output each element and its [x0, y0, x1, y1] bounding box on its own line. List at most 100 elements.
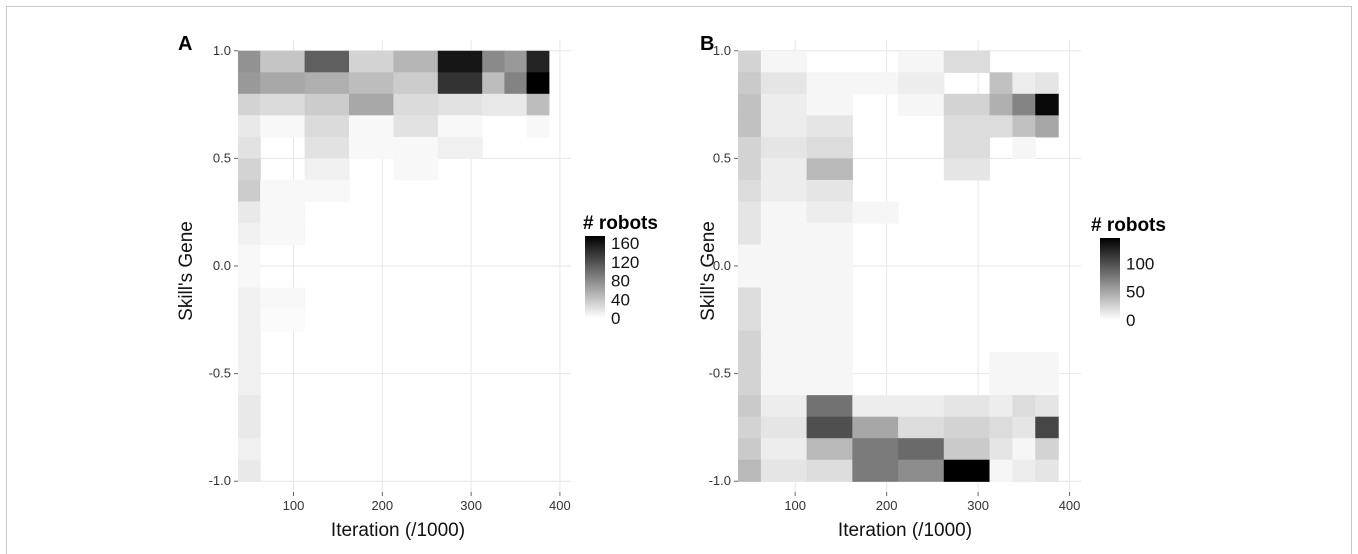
legend-tick-label: 100 — [1126, 254, 1154, 273]
heatmap-cell — [760, 266, 808, 289]
heatmap-cell — [1012, 93, 1036, 116]
heatmap-cell — [852, 201, 899, 224]
heatmap-cell — [504, 93, 528, 116]
y-tick-label: 0.5 — [713, 150, 731, 165]
legend-tick-label: 0 — [1126, 311, 1135, 330]
heatmap-cell — [760, 330, 808, 353]
heatmap-cell — [238, 244, 261, 267]
heatmap-cell — [349, 136, 394, 159]
heatmap-cell — [760, 72, 808, 95]
x-tick-label: 300 — [460, 498, 482, 513]
heatmap-cell — [526, 72, 550, 95]
heatmap-cell — [989, 115, 1013, 138]
heatmap-cell — [238, 201, 261, 224]
heatmap-cell — [989, 438, 1013, 461]
heatmap-cell — [482, 50, 505, 73]
heatmap-cell — [260, 201, 306, 224]
heatmap-cell — [898, 395, 945, 418]
heatmap-cell — [738, 416, 762, 439]
heatmap-cell — [437, 72, 483, 95]
heatmap-cell — [304, 136, 350, 159]
heatmap-cell — [238, 266, 261, 289]
heatmap-cell — [1012, 72, 1036, 95]
heatmap-cell — [806, 93, 853, 116]
heatmap-cell — [898, 93, 945, 116]
heatmap-cell — [806, 373, 853, 396]
heatmap-cell — [1035, 72, 1059, 95]
heatmap-cell — [760, 244, 808, 267]
heatmap-cell — [260, 115, 306, 138]
heatmap-cell — [760, 416, 808, 439]
heatmap-cell — [852, 438, 899, 461]
heatmap-cell — [898, 72, 945, 95]
heatmap-cell — [393, 93, 439, 116]
heatmap-cell — [1035, 459, 1059, 482]
heatmap-cell — [393, 50, 439, 73]
heatmap-cell — [738, 115, 762, 138]
heatmap-cell — [760, 201, 808, 224]
legend-tick-label: 160 — [611, 234, 639, 253]
heatmap-cell — [806, 309, 853, 332]
heatmap-cell — [806, 136, 853, 159]
heatmap-cell — [1012, 395, 1036, 418]
heatmap-cell — [260, 287, 306, 310]
heatmap-cell — [504, 50, 528, 73]
heatmap-cell — [238, 136, 261, 159]
heatmap-cell — [1035, 438, 1059, 461]
y-tick-label: -1.0 — [709, 473, 731, 488]
y-tick-label: 0.5 — [213, 150, 231, 165]
legend-title-b: # robots — [1091, 215, 1166, 236]
legend-tick-label: 0 — [611, 309, 620, 328]
y-tick-label: 1.0 — [213, 43, 231, 58]
heatmap-cell — [943, 136, 991, 159]
x-axis-title-b: Iteration (/1000) — [838, 520, 972, 541]
heatmap-cell — [393, 115, 439, 138]
x-tick-label: 300 — [967, 498, 989, 513]
heatmap-cell — [760, 136, 808, 159]
heatmap-cell — [760, 395, 808, 418]
heatmap-cell — [238, 438, 261, 461]
heatmap-cell — [898, 416, 945, 439]
heatmap-cell — [738, 459, 762, 482]
figure-frame — [6, 6, 1352, 554]
heatmap-cell — [260, 179, 306, 203]
panel-label-b: B — [700, 33, 714, 55]
heatmap-cell — [238, 309, 261, 332]
heatmap-cell — [260, 50, 306, 73]
heatmap-cell — [738, 287, 762, 310]
heatmap-cell — [238, 459, 261, 482]
legend-tick-label: 40 — [611, 290, 630, 309]
heatmap-cell — [1012, 352, 1036, 375]
y-axis-title-a: Skill's Gene — [176, 221, 197, 321]
y-tick-label: -1.0 — [209, 473, 231, 488]
heatmap-cell — [482, 93, 505, 116]
heatmap-cell — [260, 72, 306, 95]
heatmap-cell — [260, 93, 306, 116]
heatmap-cell — [989, 395, 1013, 418]
heatmap-cell — [1035, 115, 1059, 138]
heatmap-cell — [526, 115, 550, 138]
heatmap-cell — [943, 115, 991, 138]
heatmap-cell — [1035, 395, 1059, 418]
heatmap-cell — [526, 93, 550, 116]
heatmap-cell — [238, 93, 261, 116]
heatmap-cell — [1012, 373, 1036, 396]
panel-label-a: A — [178, 33, 192, 55]
heatmap-cell — [304, 158, 350, 181]
heatmap-cell — [738, 179, 762, 203]
heatmap-cell — [238, 287, 261, 310]
legend-title-a: # robots — [583, 213, 658, 234]
heatmap-cell — [393, 158, 439, 181]
y-axis-title-b: Skill's Gene — [698, 221, 719, 321]
heatmap-b-plot-area: 100 200 300 400 -1.0 -0.5 0.0 0.5 1.0 — [709, 40, 1081, 513]
heatmap-cell — [349, 72, 394, 95]
heatmap-cell — [1012, 416, 1036, 439]
heatmap-cell — [349, 115, 394, 138]
heatmap-cell — [760, 373, 808, 396]
heatmap-cell — [238, 352, 261, 375]
legend-b: # robots 0 50 100 — [1091, 215, 1166, 330]
heatmap-cell — [943, 50, 991, 73]
heatmap-cell — [760, 352, 808, 375]
y-tick-label: -0.5 — [209, 366, 231, 381]
heatmap-cell — [1035, 373, 1059, 396]
